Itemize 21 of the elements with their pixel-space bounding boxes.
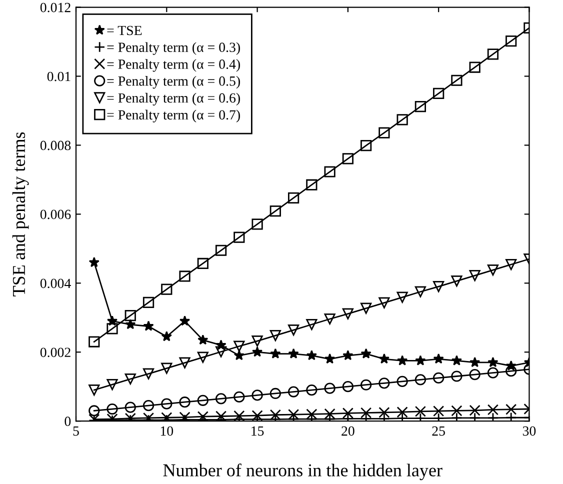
y-tick-label: 0 (64, 416, 71, 426)
y-tick-label: 0.012 (40, 2, 70, 12)
legend-label: = Penalty term (α = 0.7) (107, 110, 240, 122)
x-tick-label: 15 (252, 426, 264, 436)
x-tick-label: 10 (160, 426, 174, 436)
x-tick-label: 5 (73, 426, 79, 436)
y-tick-label: 0.002 (40, 348, 70, 358)
legend-label: = Penalty term (α = 0.4) (107, 59, 240, 72)
y-tick-label: 0.006 (40, 210, 71, 220)
y-axis-title: TSE and penalty terms (12, 132, 29, 296)
legend-label: = Penalty term (α = 0.5) (107, 76, 240, 89)
x-axis-title: Number of neurons in the hidden layer (163, 464, 442, 480)
x-tick-label: 20 (342, 426, 354, 436)
legend-label: = Penalty term (α = 0.3) (107, 42, 240, 55)
y-tick-label: 0.01 (47, 72, 70, 82)
y-tick-label: 0.004 (40, 278, 71, 288)
legend-label: = TSE (107, 26, 142, 36)
y-tick-label: 0.008 (40, 140, 71, 150)
x-tick-label: 30 (522, 426, 536, 436)
legend-label: = Penalty term (α = 0.6) (107, 92, 240, 106)
x-tick-label: 25 (432, 426, 445, 436)
